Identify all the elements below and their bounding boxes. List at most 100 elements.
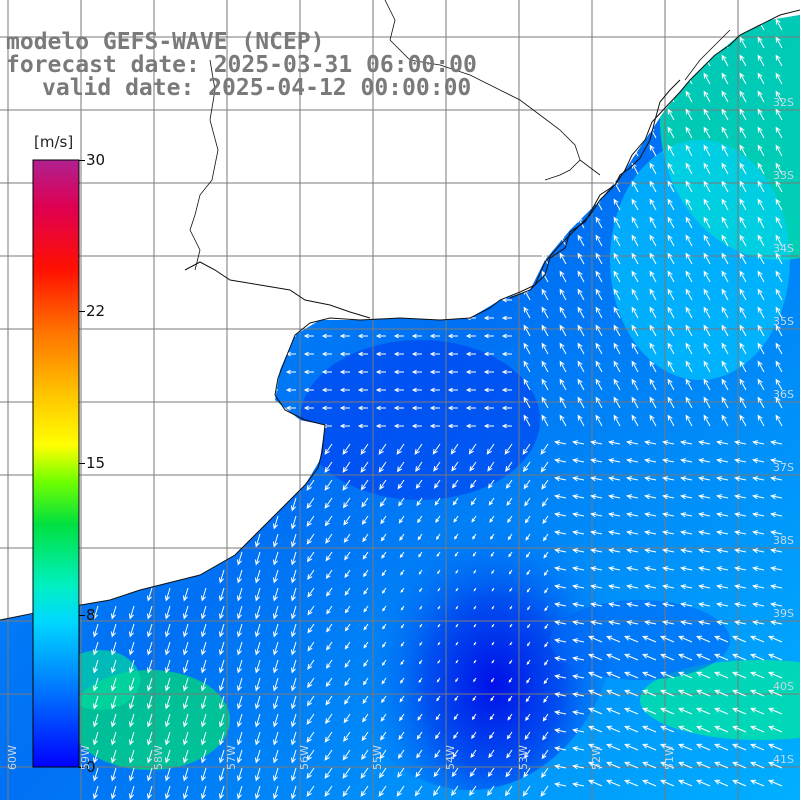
wind-arrow: [218, 749, 225, 764]
wind-arrow: [290, 533, 297, 548]
wind-arrow: [554, 620, 567, 626]
wind-arrow: [509, 605, 513, 610]
wind-arrow: [631, 180, 639, 193]
wind-arrow: [465, 387, 476, 393]
wind-arrow: [236, 713, 243, 728]
wind-arrow: [590, 566, 603, 572]
wind-arrow: [380, 533, 387, 542]
wind-arrow: [92, 731, 99, 746]
wind-arrow: [739, 396, 747, 409]
wind-arrow: [703, 396, 711, 409]
wind-arrow: [703, 144, 711, 157]
wind-arrow: [608, 512, 621, 518]
wind-arrow: [267, 387, 278, 393]
wind-arrow: [491, 659, 495, 664]
wind-arrow: [703, 234, 711, 247]
wind-arrow: [572, 674, 585, 680]
wind-arrow: [554, 602, 567, 608]
wind-arrow: [734, 530, 747, 536]
wind-arrow: [164, 767, 171, 782]
wind-arrow: [509, 623, 513, 628]
wind-arrow: [721, 306, 729, 319]
wind-arrow: [272, 533, 279, 548]
wind-arrow: [572, 530, 585, 536]
wind-arrow: [644, 566, 657, 572]
wind-arrow: [626, 620, 639, 626]
wind-arrow: [631, 270, 639, 283]
wind-arrow: [685, 216, 693, 229]
wind-arrow: [472, 695, 477, 702]
wind-arrow: [721, 108, 729, 121]
wind-arrow: [487, 767, 495, 778]
wind-arrow: [146, 623, 153, 638]
wind-arrow: [572, 602, 585, 608]
wind-arrow: [465, 423, 476, 429]
wind-vectors: [92, 18, 783, 800]
wind-arrow: [164, 731, 171, 746]
wind-arrow: [324, 785, 333, 797]
wind-arrow: [272, 659, 279, 674]
wind-arrow: [433, 767, 441, 778]
wind-arrow: [750, 653, 765, 661]
wind-arrow: [775, 144, 783, 157]
wind-arrow: [324, 515, 333, 527]
title-valid-date: valid date: 2025-04-12 00:00:00: [42, 75, 472, 101]
wind-arrow: [435, 713, 441, 721]
wind-arrow: [128, 641, 135, 656]
wind-arrow: [306, 695, 315, 707]
wind-arrow: [360, 767, 369, 779]
wind-arrow: [490, 677, 495, 683]
wind-arrow: [757, 108, 765, 121]
wind-arrow: [667, 288, 675, 301]
wind-arrow: [703, 342, 711, 355]
wind-arrow: [375, 387, 386, 393]
wind-arrow: [272, 785, 279, 800]
wind-arrow: [453, 731, 459, 740]
longitude-label: 57W: [225, 745, 238, 770]
wind-arrow: [272, 515, 279, 530]
wind-arrow: [660, 725, 675, 733]
wind-arrow: [721, 216, 729, 229]
wind-arrow: [590, 584, 603, 590]
wind-arrow: [685, 144, 693, 157]
wind-arrow: [509, 641, 513, 646]
wind-arrow: [608, 548, 621, 554]
wind-arrow: [363, 569, 369, 578]
wind-arrow: [642, 779, 657, 787]
wind-arrow: [714, 779, 729, 787]
wind-arrow: [660, 761, 675, 769]
wind-arrow: [483, 405, 494, 411]
wind-arrow: [757, 72, 765, 85]
wind-arrow: [307, 641, 315, 652]
wind-arrow: [218, 605, 225, 620]
wind-arrow: [716, 602, 729, 608]
wind-arrow: [324, 497, 333, 509]
wind-arrow: [775, 270, 783, 283]
wind-arrow: [339, 405, 350, 411]
wind-arrow: [509, 587, 513, 592]
wind-arrow: [290, 641, 297, 656]
wind-arrow: [400, 569, 405, 576]
wind-arrow: [554, 584, 567, 590]
wind-arrow: [182, 695, 189, 710]
wind-arrow: [662, 584, 675, 590]
wind-arrow: [303, 333, 314, 339]
wind-arrow: [734, 620, 747, 626]
colorbar-tick-label: 15: [86, 454, 106, 472]
wind-arrow: [590, 494, 603, 500]
wind-arrow: [380, 731, 387, 741]
wind-arrow: [525, 551, 531, 558]
wind-arrow: [526, 641, 531, 647]
wind-arrow: [703, 90, 711, 103]
wind-arrow: [400, 605, 405, 611]
wind-arrow: [685, 306, 693, 319]
wind-arrow: [588, 725, 603, 733]
wind-arrow: [272, 551, 279, 566]
wind-arrow: [362, 713, 369, 723]
wind-arrow: [667, 396, 675, 409]
wind-arrow: [339, 387, 350, 393]
wind-arrow: [92, 659, 99, 674]
wind-arrow: [381, 695, 387, 704]
wind-arrow: [752, 494, 765, 500]
